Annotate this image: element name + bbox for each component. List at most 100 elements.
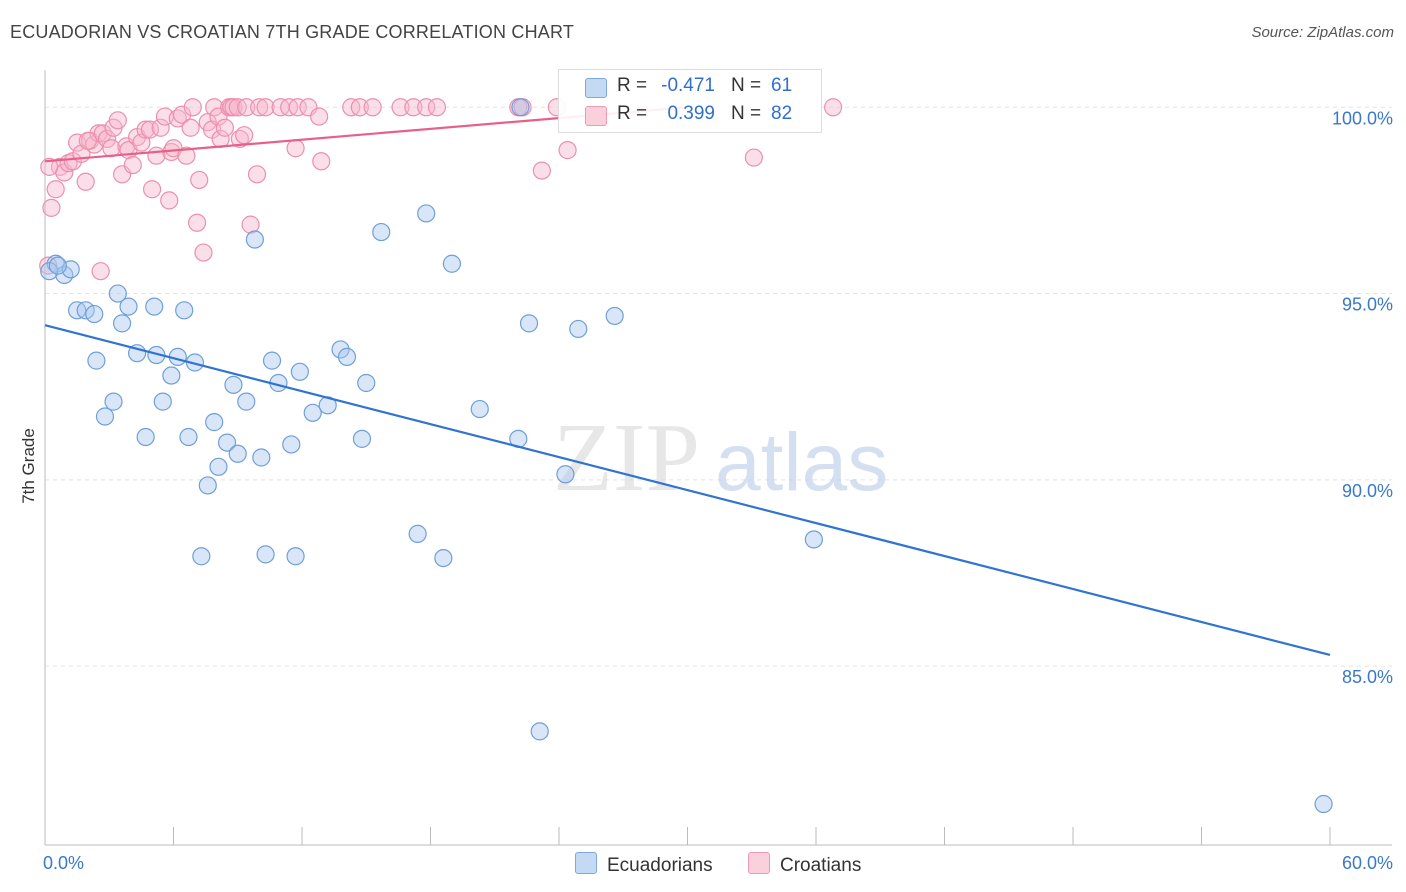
ecuadorian-point — [85, 304, 104, 324]
croatian-point — [42, 198, 61, 217]
croatian-point — [312, 152, 331, 171]
legend-n-label: N = — [731, 75, 762, 96]
legend-row-ecuadorians: R = -0.471 N = 61 — [559, 73, 821, 101]
ecuadorian-point — [434, 549, 453, 568]
croatian-point — [76, 172, 95, 191]
ecuadorian-point — [1314, 794, 1333, 814]
ecuadorian-point — [245, 230, 264, 249]
legend-swatch-blue — [585, 78, 607, 98]
legend-n-value: 61 — [771, 75, 793, 96]
ecuadorian-point — [175, 301, 194, 320]
croatian-point — [224, 98, 243, 117]
ecuadorians-trend-line — [44, 324, 1331, 657]
croatian-point — [183, 98, 202, 117]
croatian-point — [256, 98, 275, 117]
ecuadorian-point — [282, 435, 301, 454]
legend-swatch-pink — [585, 106, 607, 126]
ecuadorian-point — [48, 256, 67, 275]
croatian-point — [404, 98, 423, 117]
legend-r-label: R = — [617, 103, 648, 124]
croatian-point — [40, 157, 59, 176]
x-tick-label: 60.0% — [1342, 853, 1393, 873]
ecuadorian-point — [136, 427, 155, 447]
y-tick-label: 85.0% — [1342, 667, 1393, 687]
tick-labels: 85.0% 90.0% 95.0% 100.0% 0.0% 60.0% — [43, 108, 1393, 873]
ecuadorian-point — [290, 362, 309, 381]
croatian-point — [136, 120, 155, 139]
croatian-point — [286, 139, 305, 158]
bottom-legend-croatians: Croatians — [748, 852, 861, 877]
ecuadorian-point — [112, 314, 132, 333]
ecuadorian-point — [569, 319, 588, 339]
croatian-point — [46, 180, 65, 199]
croatian-point — [427, 98, 447, 117]
croatian-point — [194, 243, 213, 262]
ecuadorian-point — [417, 204, 436, 223]
croatian-point — [417, 98, 436, 117]
ecuadorian-point — [209, 457, 228, 476]
bottom-legend-ecuadorians: Ecuadorians — [575, 852, 713, 877]
watermark-atlas: atlas — [715, 417, 888, 508]
croatian-point — [142, 180, 162, 199]
croatian-point — [558, 141, 577, 160]
croatian-point — [824, 98, 843, 117]
ecuadorian-point — [556, 465, 575, 484]
legend-r-value: 0.399 — [667, 103, 715, 124]
croatian-point — [241, 215, 260, 234]
ecuadorian-point — [286, 547, 305, 566]
chart-title: ECUADORIAN VS CROATIAN 7TH GRADE CORRELA… — [10, 22, 575, 42]
ecuadorian-point — [228, 444, 247, 463]
watermark: ZIP atlas — [553, 404, 888, 512]
croatian-point — [177, 146, 196, 165]
ecuadorian-point — [357, 373, 376, 393]
legend-n-label: N = — [731, 103, 762, 124]
bottom-legend-swatch-pink — [748, 852, 770, 874]
croatian-point — [288, 98, 307, 117]
ecuadorian-point — [205, 413, 224, 432]
bottom-legend-label: Croatians — [780, 855, 862, 876]
ecuadorian-point — [237, 392, 256, 411]
ecuadorian-point — [224, 375, 243, 394]
croatian-point — [160, 191, 179, 210]
croatian-point — [744, 148, 763, 167]
croatian-point — [350, 98, 369, 117]
ecuadorian-point — [303, 403, 322, 422]
ecuadorian-point — [408, 524, 427, 543]
bottom-legend-swatch-blue — [575, 852, 597, 874]
ecuadorian-point — [252, 448, 271, 467]
ecuadorian-point — [162, 366, 181, 385]
ecuadorian-point — [530, 722, 549, 741]
croatian-point — [98, 129, 117, 149]
croatian-point — [39, 256, 58, 275]
ecuadorian-point — [256, 545, 275, 564]
ecuadorian-point — [198, 476, 217, 495]
legend-r-label: R = — [617, 75, 648, 96]
ecuadorian-point — [804, 530, 823, 549]
ecuadorian-point — [470, 399, 489, 419]
y-tick-label: 100.0% — [1332, 108, 1393, 128]
ecuadorian-point — [179, 427, 198, 447]
x-tick-label: 0.0% — [43, 853, 84, 873]
croatians-points — [39, 98, 843, 281]
y-axis-label: 7th Grade — [19, 428, 38, 504]
ecuadorian-point — [153, 392, 172, 411]
croatian-point — [310, 107, 329, 126]
croatian-point — [235, 126, 254, 145]
ecuadorian-point — [95, 407, 115, 426]
ecuadorian-point — [605, 306, 624, 326]
ecuadorian-point — [262, 351, 282, 370]
legend-row-croatians: R = 0.399 N = 82 — [559, 101, 821, 129]
croatian-point — [187, 213, 207, 232]
ecuadorian-point — [372, 222, 391, 242]
croatian-point — [181, 118, 200, 137]
ecuadorian-point — [87, 351, 106, 370]
y-tick-label: 95.0% — [1342, 295, 1393, 315]
croatian-point — [247, 165, 267, 184]
ecuadorian-point — [511, 98, 530, 117]
croatian-point — [91, 262, 110, 281]
ecuadorian-point — [145, 297, 164, 316]
ecuadorian-point — [119, 297, 138, 316]
croatian-point — [172, 105, 192, 124]
ecuadorian-point — [331, 340, 350, 359]
croatian-point — [190, 170, 209, 190]
